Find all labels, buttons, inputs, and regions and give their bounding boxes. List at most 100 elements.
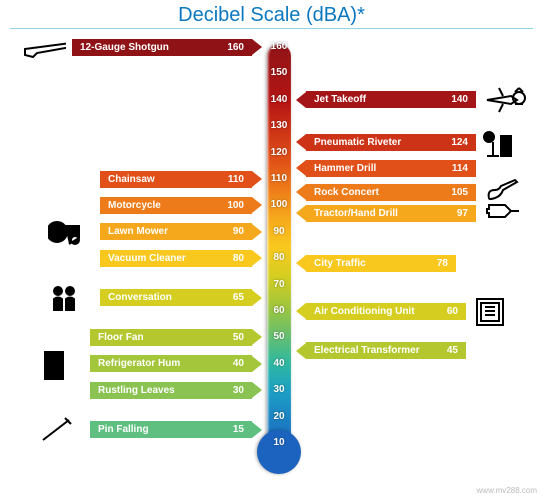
bar-arrow [252,356,262,372]
db-bar-value: 45 [447,345,458,356]
db-bar-value: 105 [451,187,468,198]
db-bar: 12-Gauge Shotgun 160 [72,39,252,56]
title-rule [10,28,533,29]
db-bar: Refrigerator Hum 40 [90,355,252,372]
drill-icon [482,199,528,229]
bar-arrow [252,422,262,438]
db-bar-value: 114 [452,163,468,174]
db-bar: Conversation 65 [100,289,252,306]
db-bar: Pneumatic Riveter 124 [306,134,476,151]
db-bar: Electrical Transformer 45 [306,342,466,359]
db-bar-label: Refrigerator Hum [98,358,180,369]
db-bar-label: City Traffic [314,258,366,269]
db-bar: Hammer Drill 114 [306,160,476,177]
db-bar: Floor Fan 50 [90,329,252,346]
db-bar: Jet Takeoff 140 [306,91,476,108]
db-bar-value: 60 [447,306,458,317]
db-bar-label: Lawn Mower [108,226,168,237]
bar-arrow [296,134,306,150]
scale-tick: 90 [264,226,294,237]
db-bar: City Traffic 78 [306,255,456,272]
db-bar: Air Conditioning Unit 60 [306,303,466,320]
scale-tick: 110 [264,173,294,184]
db-bar-label: Pneumatic Riveter [314,137,401,148]
bar-arrow [252,39,262,55]
db-bar-value: 65 [233,292,244,303]
db-bar: Tractor/Hand Drill 97 [306,205,476,222]
db-bar-value: 90 [233,226,244,237]
db-bar-value: 97 [457,208,468,219]
db-bar: Motorcycle 100 [100,197,252,214]
db-bar-label: Floor Fan [98,332,144,343]
scale-tick: 10 [264,437,294,448]
scale-tick: 80 [264,252,294,263]
bar-arrow [252,250,262,266]
db-bar: Lawn Mower 90 [100,223,252,240]
riveter-icon [482,128,528,158]
db-bar-label: Rock Concert [314,187,379,198]
db-bar: Vacuum Cleaner 80 [100,250,252,267]
scale-tick: 70 [264,279,294,290]
people-icon [48,284,94,314]
db-bar-value: 50 [233,332,244,343]
scale-tick: 100 [264,199,294,210]
fridge-icon [38,350,84,380]
db-bar-label: Motorcycle [108,200,161,211]
bar-arrow [296,303,306,319]
bar-arrow [296,92,306,108]
bar-arrow [252,224,262,240]
bar-arrow [252,290,262,306]
db-bar-label: Vacuum Cleaner [108,253,186,264]
bar-arrow [252,382,262,398]
bar-arrow [252,329,262,345]
bar-arrow [252,197,262,213]
db-bar-value: 140 [451,94,468,105]
db-bar-value: 40 [233,358,244,369]
db-bar-label: Jet Takeoff [314,94,366,105]
db-bar-label: Chainsaw [108,174,155,185]
scale-tick: 20 [264,411,294,422]
db-bar: Rock Concert 105 [306,184,476,201]
scale-tick: 30 [264,384,294,395]
bar-arrow [252,171,262,187]
db-bar-value: 80 [233,253,244,264]
scale-tick: 160 [264,41,294,52]
bar-arrow [296,205,306,221]
scale-tick: 40 [264,358,294,369]
scale-tick: 120 [264,147,294,158]
db-bar-label: Pin Falling [98,424,149,435]
db-bar-value: 110 [228,174,244,185]
scale-tick: 50 [264,331,294,342]
scale-tick: 130 [264,120,294,131]
mower-icon [48,218,94,248]
scale-tick: 60 [264,305,294,316]
db-bar: Chainsaw 110 [100,171,252,188]
pin-icon [38,416,84,446]
db-bar-value: 78 [437,258,448,269]
jet-icon [482,86,528,116]
db-bar-value: 15 [233,424,244,435]
db-bar-label: Rustling Leaves [98,385,175,396]
db-bar-label: 12-Gauge Shotgun [80,42,169,53]
bar-arrow [296,184,306,200]
db-bar-label: Air Conditioning Unit [314,306,415,317]
db-bar-value: 160 [227,42,244,53]
bar-arrow [296,255,306,271]
db-bar-label: Hammer Drill [314,163,376,174]
db-bar-value: 124 [451,137,468,148]
db-bar: Rustling Leaves 30 [90,382,252,399]
ac-icon [472,297,518,327]
db-bar-label: Conversation [108,292,172,303]
db-bar-value: 100 [227,200,244,211]
db-bar-label: Tractor/Hand Drill [314,208,398,219]
scale-tick: 140 [264,94,294,105]
watermark-text: www.mv288.com [477,487,537,496]
page-title: Decibel Scale (dBA)* [0,4,543,27]
scale-tick: 150 [264,67,294,78]
db-bar-label: Electrical Transformer [314,345,420,356]
db-bar-value: 30 [233,385,244,396]
bar-arrow [296,343,306,359]
shotgun-icon [20,33,66,63]
bar-arrow [296,160,306,176]
db-bar: Pin Falling 15 [90,421,252,438]
